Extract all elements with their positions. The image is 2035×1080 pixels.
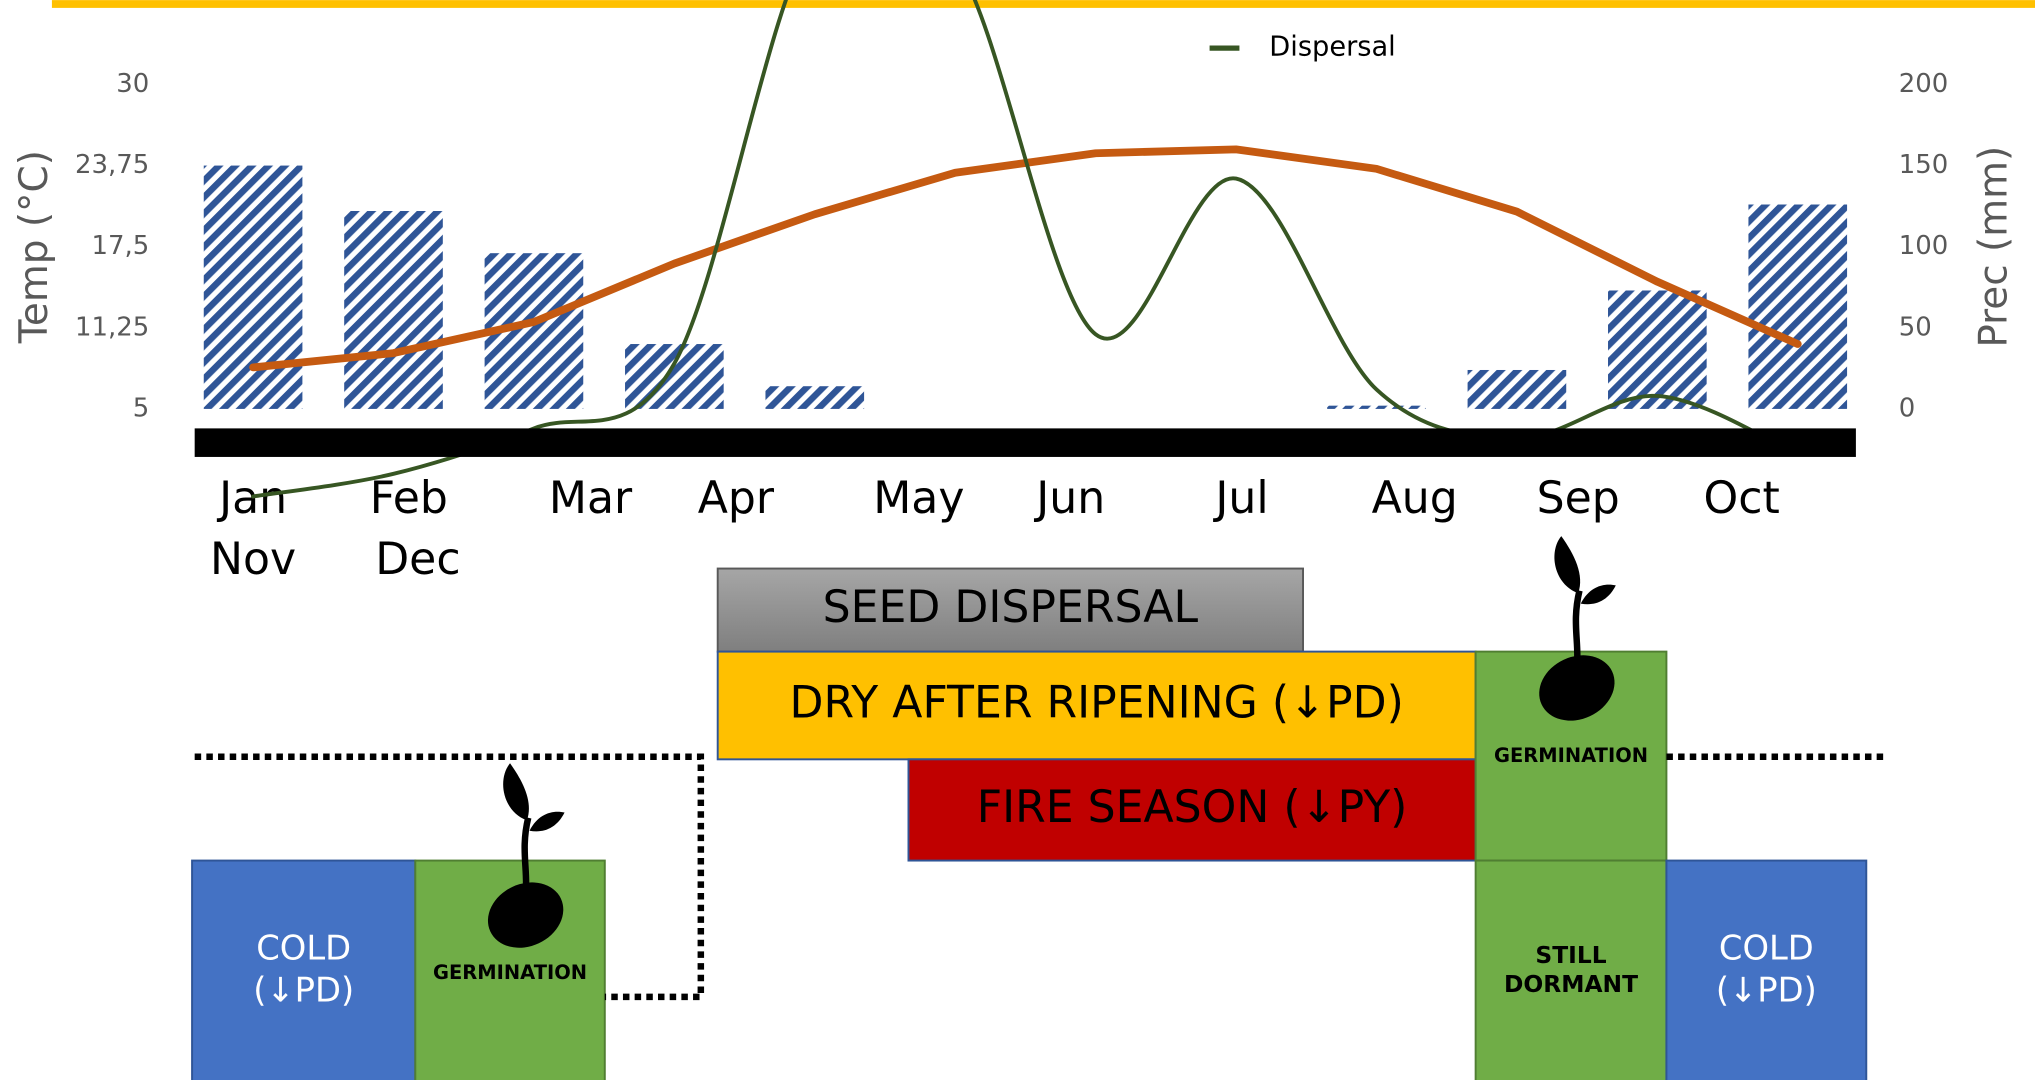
box-label: GERMINATION (1494, 744, 1648, 767)
bar (765, 386, 865, 409)
x-tick-label: Mar (549, 473, 633, 524)
box (907, 758, 1477, 862)
bar (1748, 204, 1848, 409)
x-tick-label: Jul (1212, 473, 1268, 524)
y2-tick-label: 200 (1899, 69, 1949, 99)
y-tick-label: 5 (133, 393, 150, 423)
y-tick-label: 30 (116, 69, 149, 99)
box-label: (↓PD) (253, 970, 354, 1009)
box-label: DRY AFTER RIPENING (↓PD) (790, 677, 1404, 728)
x-tick-label: May (873, 473, 964, 524)
x-tick-label: Nov (210, 534, 296, 585)
y2-tick-label: 100 (1899, 231, 1949, 261)
boxes: SEED DISPERSAL DRY AFTER RIPENING (↓PD) FI… (191, 567, 1868, 1080)
bar (1327, 405, 1426, 409)
x-tick-label: Jun (1033, 473, 1105, 524)
bar (625, 344, 724, 409)
x-tick-label: Feb (370, 473, 448, 524)
y-tick-label: 11,25 (75, 312, 149, 342)
bar (344, 210, 443, 409)
bar (1608, 290, 1707, 409)
box-label: DORMANT (1504, 970, 1638, 998)
y-axis-title: Temp (°C) (12, 150, 57, 344)
x-tick-label: Apr (698, 473, 775, 524)
box-label: GERMINATION (433, 961, 587, 984)
x-tick-label: Sep (1537, 473, 1620, 524)
x-axis-band (194, 428, 1856, 457)
x-tick-label: Jan (216, 473, 287, 524)
bar (1467, 369, 1567, 409)
y2-axis-title: Prec (mm) (1972, 146, 2017, 348)
y2-tick-label: 0 (1899, 393, 1916, 423)
chart: 5 11,25 17,5 23,75 30 0 50 100 150 200 Temp (°C) Pr… (12, 0, 2017, 585)
dotted-path (194, 753, 705, 1001)
legend-label: Dispersal (1269, 32, 1395, 63)
box-label: (↓PD) (1716, 970, 1817, 1009)
x-tick-label: Dec (375, 534, 460, 585)
y2-tick-label: 150 (1899, 150, 1949, 180)
x-tick-label: Oct (1704, 473, 1780, 524)
box-label: SEED DISPERSAL (823, 582, 1199, 633)
top-strip (51, 0, 2035, 8)
y-tick-label: 17,5 (91, 231, 149, 261)
box (1665, 859, 1868, 1080)
box (1474, 859, 1668, 1080)
box (716, 567, 1304, 653)
y2-tick-label: 50 (1899, 312, 1932, 342)
box (191, 859, 417, 1080)
x-tick-label: Aug (1372, 473, 1458, 524)
y-tick-label: 23,75 (75, 150, 149, 180)
line-series (251, 0, 1800, 499)
box-label: COLD (1719, 928, 1814, 967)
box-label: FIRE SEASON (↓PY) (977, 782, 1408, 833)
bar (203, 165, 303, 409)
box-label: STILL (1535, 941, 1606, 969)
box-label: COLD (256, 928, 351, 967)
